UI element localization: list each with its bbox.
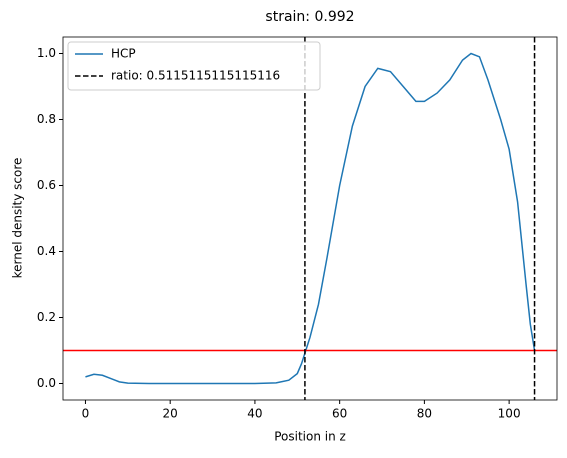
y-tick-label: 0.0	[37, 376, 56, 390]
legend-box	[67, 41, 321, 91]
y-tick-label: 0.2	[37, 310, 56, 324]
x-tick-label: 20	[163, 407, 178, 421]
y-tick-label: 0.8	[37, 112, 56, 126]
y-tick-label: 0.6	[37, 178, 56, 192]
x-tick-label: 100	[498, 407, 521, 421]
line-series	[85, 52, 536, 385]
legend-label: ratio: 0.5115115115115116	[111, 69, 280, 83]
y-axis-label: kernel density score	[11, 158, 25, 279]
chart-title: strain: 0.992	[265, 9, 354, 25]
x-axis-label: Position in z	[274, 430, 346, 444]
x-tick-label: 80	[417, 407, 432, 421]
legend-label: HCP	[111, 47, 136, 61]
y-tick-label: 0.4	[37, 244, 56, 258]
x-tick-label: 40	[247, 407, 262, 421]
x-tick-label: 0	[82, 407, 90, 421]
x-tick-label: 60	[332, 407, 347, 421]
y-tick-label: 1.0	[37, 46, 56, 60]
plot-frame	[62, 36, 558, 401]
